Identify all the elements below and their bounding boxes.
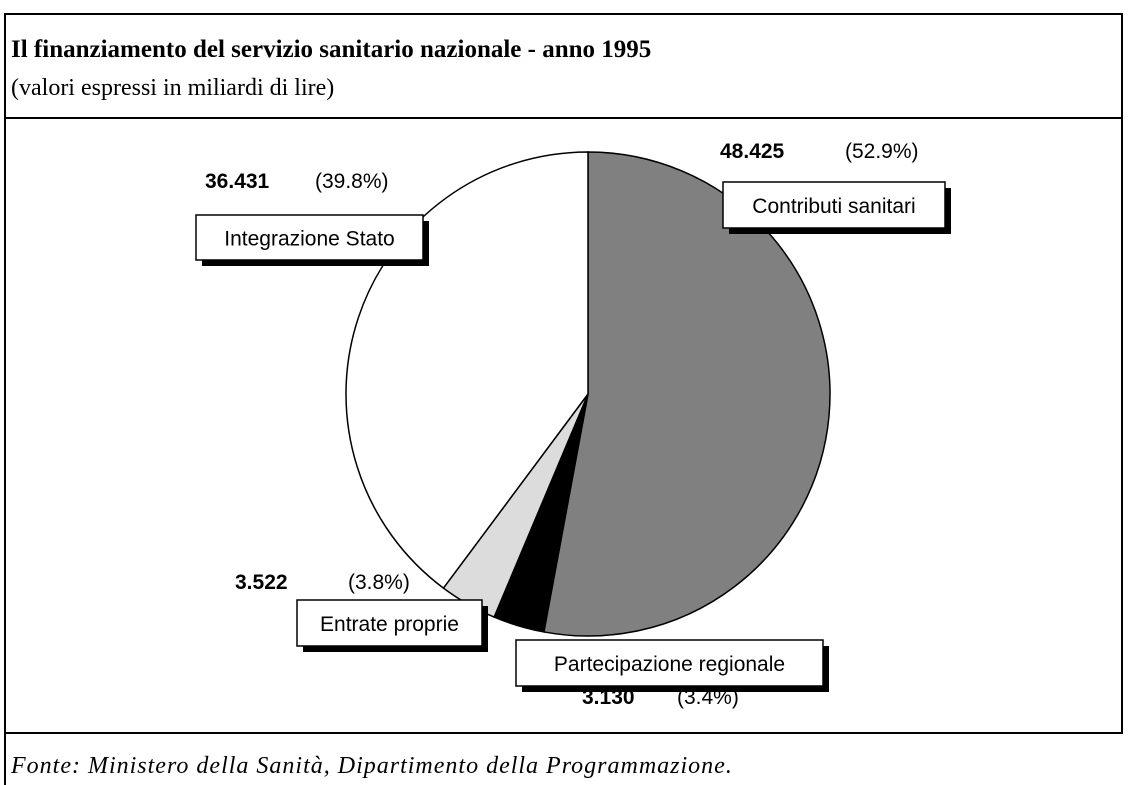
chart-subtitle: (valori espressi in miliardi di lire) [11, 75, 334, 101]
label-box [195, 214, 424, 261]
header-frame [4, 13, 1123, 119]
label-box [515, 639, 824, 687]
category-label: Integrazione Stato [224, 228, 394, 251]
label-box [296, 599, 483, 647]
value-label: 3.130 [582, 686, 635, 709]
value-label: 48.425 [720, 140, 785, 163]
category-label: Entrate proprie [320, 613, 459, 636]
chart-frame [4, 117, 1123, 734]
label-box [722, 181, 946, 229]
value-label: 3.522 [235, 571, 288, 594]
percentage-label: (52.9%) [845, 140, 919, 163]
percentage-label: (3.4%) [677, 686, 739, 709]
chart-title: Il finanziamento del servizio sanitario … [11, 36, 651, 63]
category-label: Partecipazione regionale [554, 653, 785, 676]
pie-slice [542, 151, 831, 637]
percentage-label: (39.8%) [315, 170, 389, 193]
source-note: Fonte: Ministero della Sanità, Dipartime… [10, 753, 733, 779]
category-label: Contributi sanitari [752, 195, 915, 218]
percentage-label: (3.8%) [348, 571, 410, 594]
value-label: 36.431 [205, 170, 270, 193]
